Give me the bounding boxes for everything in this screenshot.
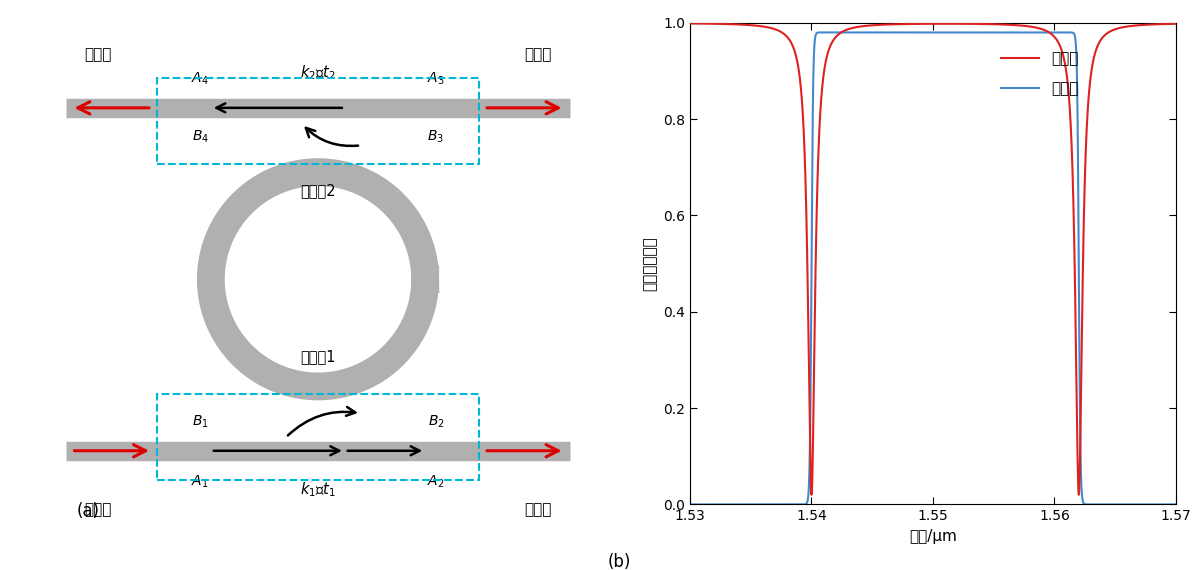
下载端 [834,29,848,36]
Y-axis label: 归一化传输谱: 归一化传输谱 [642,236,658,291]
下载端 [703,501,718,508]
Line: 直通端: 直通端 [690,23,1176,495]
直通端 [778,31,792,38]
Text: $B_4$: $B_4$ [192,128,209,145]
直通端 [1072,491,1086,498]
下载端 [1102,501,1116,508]
Text: 下载端: 下载端 [85,47,112,62]
直通端 [920,21,935,27]
Text: $A_3$: $A_3$ [427,71,445,87]
下载端 [712,501,726,508]
Text: (b): (b) [607,553,631,570]
Line: 下载端: 下载端 [690,32,1176,504]
Text: $B_2$: $B_2$ [427,414,444,430]
Legend: 直通端, 下载端: 直通端, 下载端 [995,45,1085,103]
X-axis label: 波长/μm: 波长/μm [910,529,956,544]
Text: $B_1$: $B_1$ [192,414,209,430]
直通端 [1144,21,1158,28]
Text: $A_1$: $A_1$ [191,473,209,490]
Text: 上传端: 上传端 [524,47,551,62]
直通端 [712,21,726,27]
Text: 输入端: 输入端 [85,502,112,516]
下载端 [683,501,697,508]
Text: 耦合区1: 耦合区1 [300,349,336,364]
Text: $B_3$: $B_3$ [427,128,444,145]
下载端 [778,501,792,508]
Text: $A_2$: $A_2$ [427,473,444,490]
直通端 [703,21,718,27]
直通端 [1169,21,1183,27]
直通端 [685,20,700,27]
Text: $A_4$: $A_4$ [191,71,209,87]
Text: $k_2$，$t_2$: $k_2$，$t_2$ [300,63,336,82]
下载端 [1169,501,1183,508]
直通端 [683,20,697,27]
下载端 [920,29,935,36]
Text: 耦合区2: 耦合区2 [300,184,336,198]
Text: $k_1$，$t_1$: $k_1$，$t_1$ [300,480,336,499]
下载端 [1144,501,1158,508]
Text: (a): (a) [77,502,100,520]
下载端 [685,501,700,508]
Text: 直通端: 直通端 [524,502,551,516]
